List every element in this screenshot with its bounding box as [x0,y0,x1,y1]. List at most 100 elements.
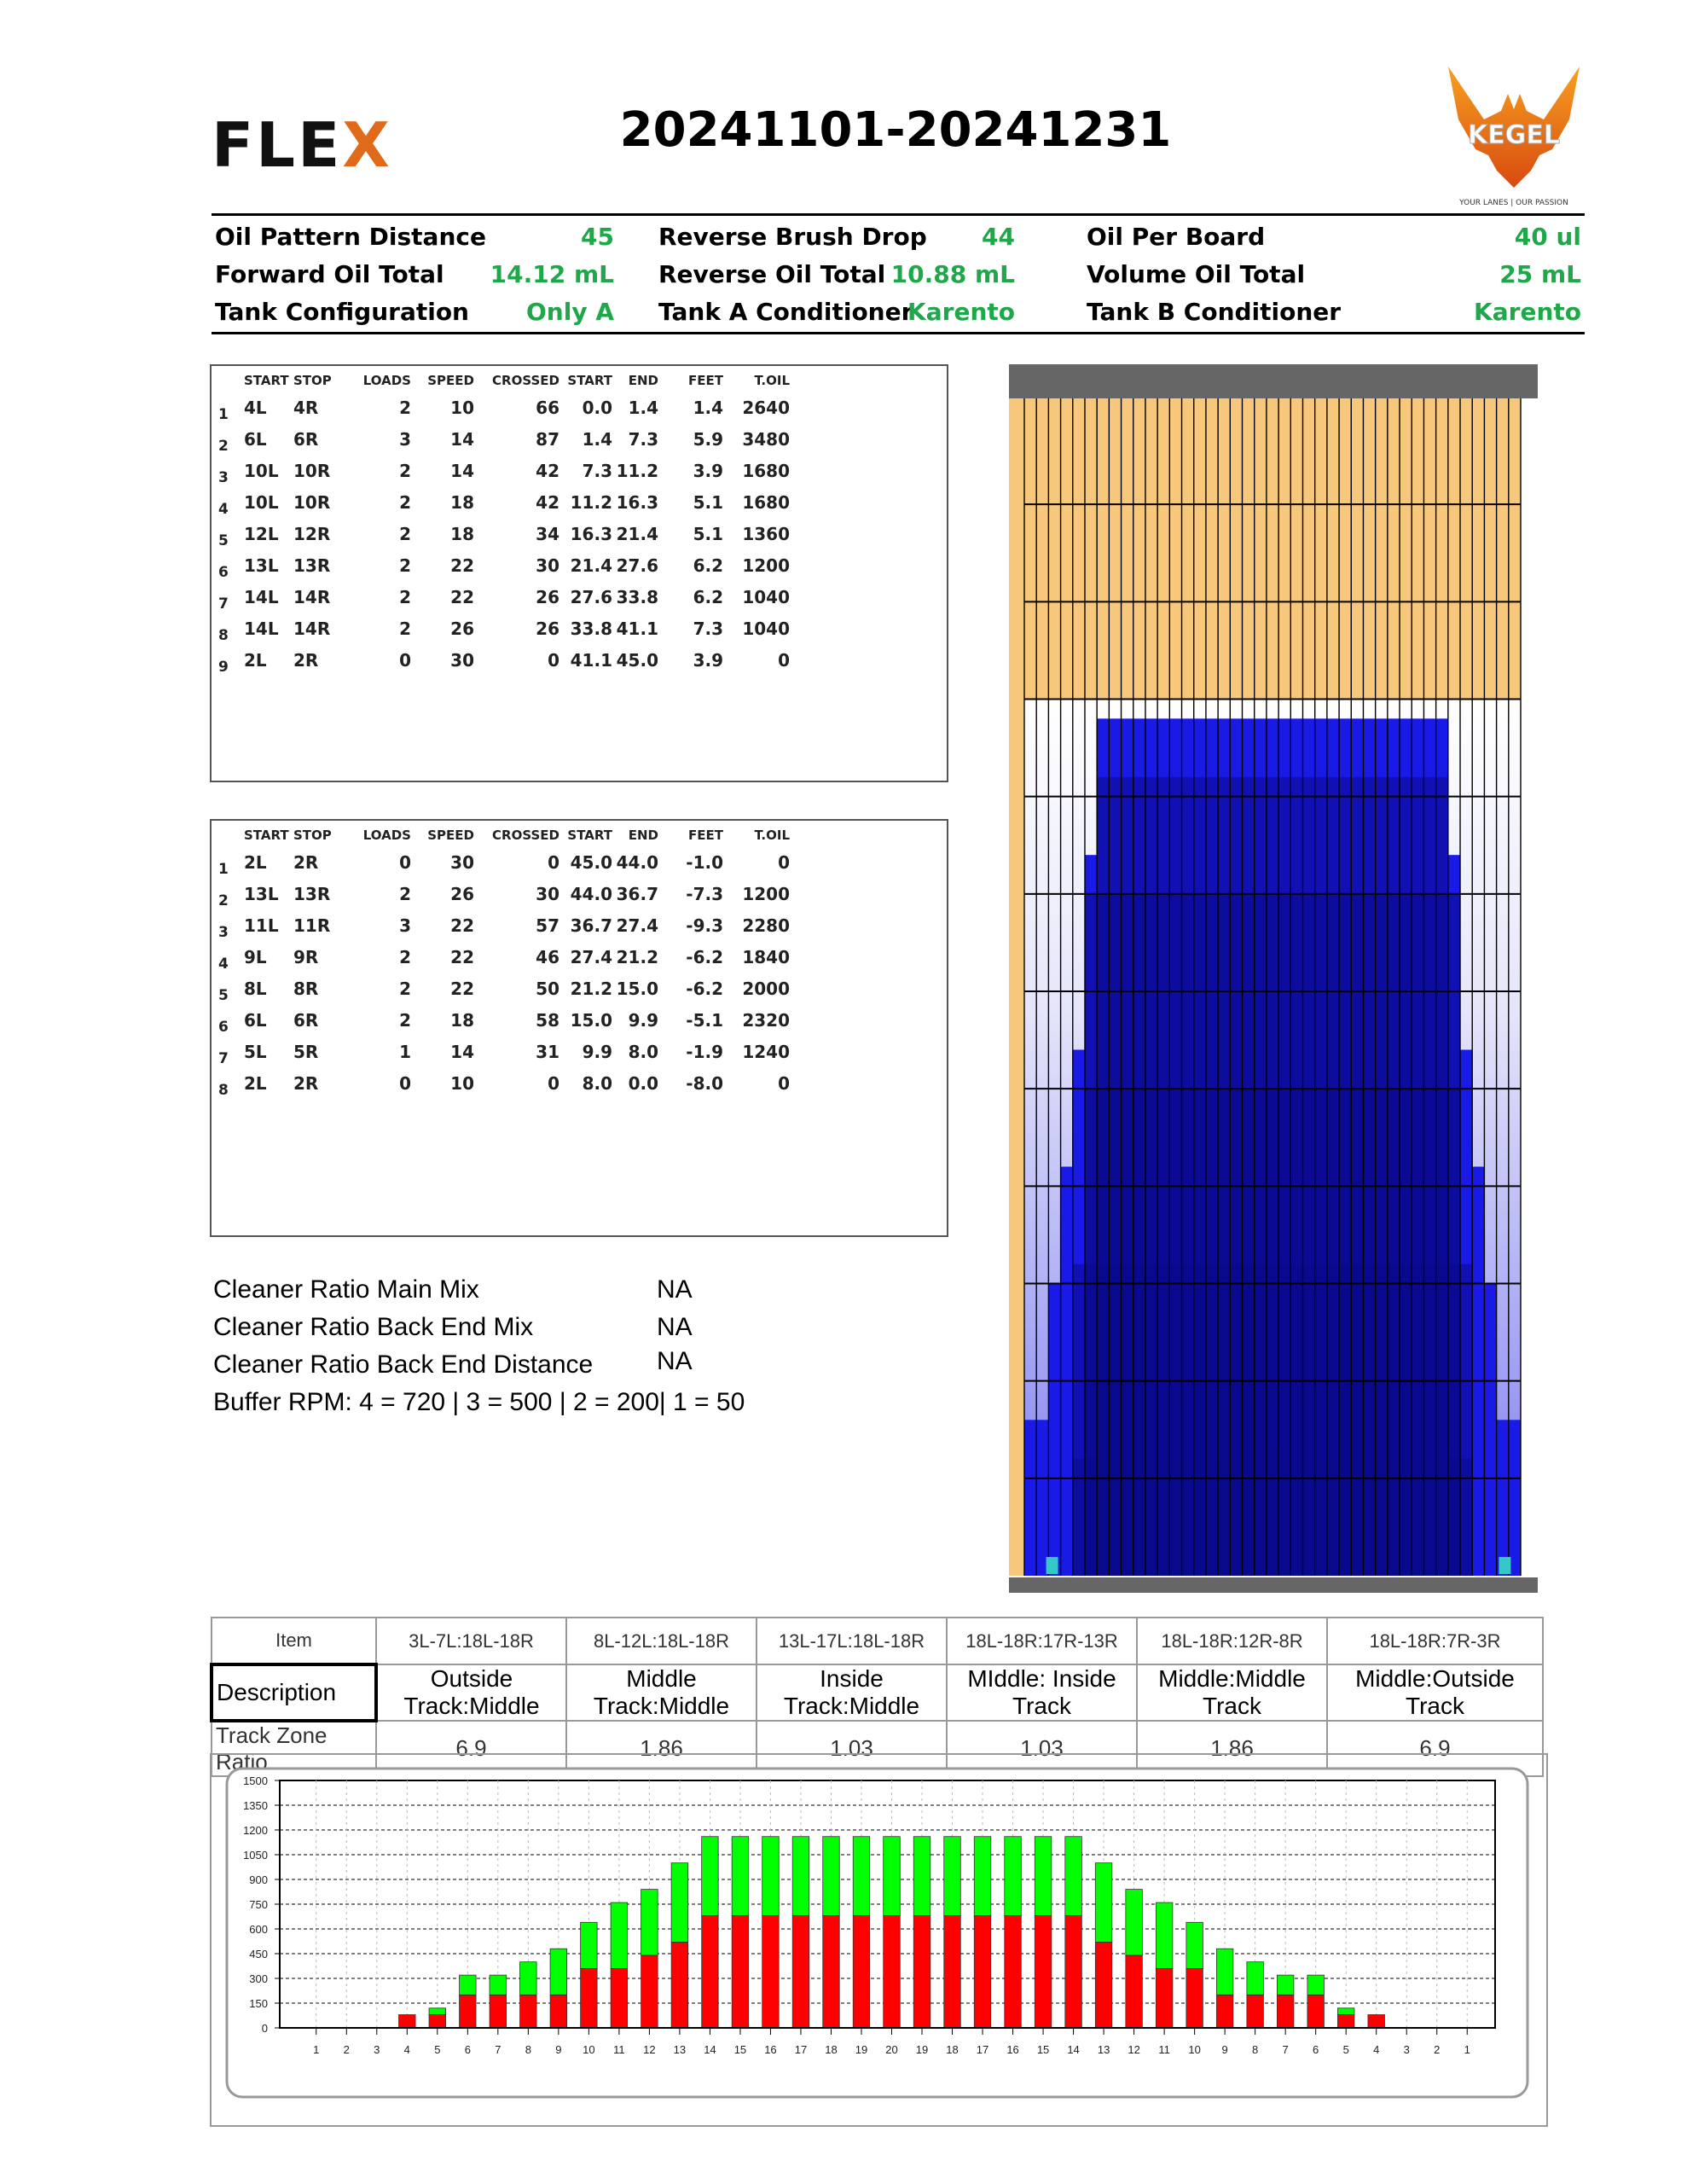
pass-cell: 0.0 [628,1072,658,1094]
x-tick-label: 9 [1222,2043,1228,2056]
x-tick-label: 12 [643,2043,655,2056]
pass-cell: 9L [244,946,267,967]
pass-cell: 16.3 [570,523,612,544]
x-tick-label: 18 [946,2043,958,2056]
bar-segment-green [1064,1836,1082,1916]
distance-label: 15 [1533,1273,1538,1293]
pass-row: 2 13L 13R 2 26 30 44.0 36.7 -7.3 1200 [218,878,790,910]
bar-segment-red [580,1967,598,2029]
pass-cell: 3 [399,915,411,936]
pass-cell: -6.2 [686,978,723,999]
note-line: Cleaner Ratio Back End Distance NA [213,1347,793,1388]
bar-segment-red [610,1967,629,2029]
pass-cell: 5.1 [693,523,723,544]
pass-cell: 9.9 [582,1041,612,1062]
bar-segment-red [1337,2014,1355,2029]
pass-cell: -1.0 [686,851,723,873]
pass-row: 6 13L 13R 2 22 30 21.4 27.6 6.2 1200 [218,549,790,582]
pass-cell: 0 [548,649,559,671]
brand-x: X [342,109,392,181]
x-tick-label: 3 [374,2043,380,2056]
pass-column-header: T.OIL [754,373,790,388]
pass-column-header: CROSSED [492,373,559,388]
pass-cell: 7.3 [628,428,658,450]
pass-cell: 14L [244,618,279,639]
pass-cell: 14L [244,586,279,607]
pass-cell: 50 [536,978,559,999]
pass-column-header: STOP [293,828,332,843]
pass-cell: 33.8 [570,618,612,639]
pass-cell: -1.9 [686,1041,723,1062]
summary-label: Tank B Conditioner [1087,298,1342,326]
bar-segment-green [883,1836,901,1916]
pass-cell: 44.0 [570,883,612,904]
row-label: Item [211,1617,377,1665]
pass-cell: -5.1 [686,1009,723,1031]
pass-cell: 4L [244,397,267,418]
pass-cell: 0 [778,1072,790,1094]
x-tick-label: 10 [583,2043,594,2056]
pass-cell: 3.9 [693,460,723,481]
pass-cell: 7.3 [582,460,612,481]
bar-segment-red [398,2014,416,2029]
x-tick-label: 12 [1128,2043,1139,2056]
distance-label: 55 [1533,494,1538,514]
pass-cell: -6.2 [686,946,723,967]
distance-label: 50 [1533,591,1538,612]
summary-value: 25 mL [1499,260,1581,288]
pass-cell: 0 [778,851,790,873]
bar-segment-green [1246,1961,1264,1995]
pass-cell: 15.0 [616,978,658,999]
pass-cell: 31 [536,1041,559,1062]
summary-value: 44 [982,223,1015,251]
pass-column-header: FEET [688,828,723,843]
bar-segment-green [1004,1836,1022,1916]
pass-index: 9 [218,659,229,676]
dry-zone [1024,398,1521,700]
zone-item: 18L-18R:12R-8R [1136,1617,1328,1665]
pass-column-header: SPEED [427,828,474,843]
x-tick-label: 9 [555,2043,561,2056]
pass-cell: -9.3 [686,915,723,936]
pass-cell: 6R [293,1009,319,1031]
pass-cell: 15.0 [570,1009,612,1031]
summary-label: Volume Oil Total [1087,260,1306,288]
x-tick-label: 13 [674,2043,686,2056]
pass-column-header: SPEED [427,373,474,388]
pass-cell: 26 [450,883,474,904]
distance-label: 25 [1533,1078,1538,1099]
pass-cell: 2 [399,397,411,418]
pass-cell: 1360 [742,523,790,544]
x-tick-label: 17 [795,2043,807,2056]
summary-label: Tank Configuration [215,298,469,326]
pass-cell: 21.4 [616,523,658,544]
pass-column-header: LOADS [362,828,411,843]
note-label: Cleaner Ratio Back End Mix [213,1313,534,1341]
pass-cell: 57 [536,915,559,936]
pass-index: 4 [218,956,229,973]
x-tick-label: 19 [916,2043,928,2056]
x-tick-label: 1 [313,2043,319,2056]
pass-cell: 41.1 [616,618,658,639]
x-tick-label: 6 [465,2043,471,2056]
x-tick-label: 17 [977,2043,988,2056]
x-tick-label: 16 [1006,2043,1018,2056]
bar-segment-red [428,2014,446,2029]
bar-segment-green [943,1836,961,1916]
pass-row: 2 6L 6R 3 14 87 1.4 7.3 5.9 3480 [218,423,790,456]
bar-segment-green [731,1836,750,1916]
reverse-pass-table: START STOP LOADS SPEED CROSSED START END FEET T.… [210,819,948,1237]
bar-segment-red [1094,1942,1113,2029]
bar-segment-red [822,1915,840,2029]
pass-cell: 58 [536,1009,559,1031]
bar-segment-red [1004,1915,1022,2029]
pass-row: 7 5L 5R 1 14 31 9.9 8.0 -1.9 1240 [218,1036,790,1068]
x-tick-label: 20 [885,2043,897,2056]
pass-cell: 5.1 [693,491,723,513]
pass-cell: 1.4 [582,428,612,450]
x-tick-label: 11 [613,2043,625,2056]
bar-segment-green [762,1836,780,1916]
pass-index: 3 [218,469,229,486]
pass-cell: 4R [293,397,319,418]
